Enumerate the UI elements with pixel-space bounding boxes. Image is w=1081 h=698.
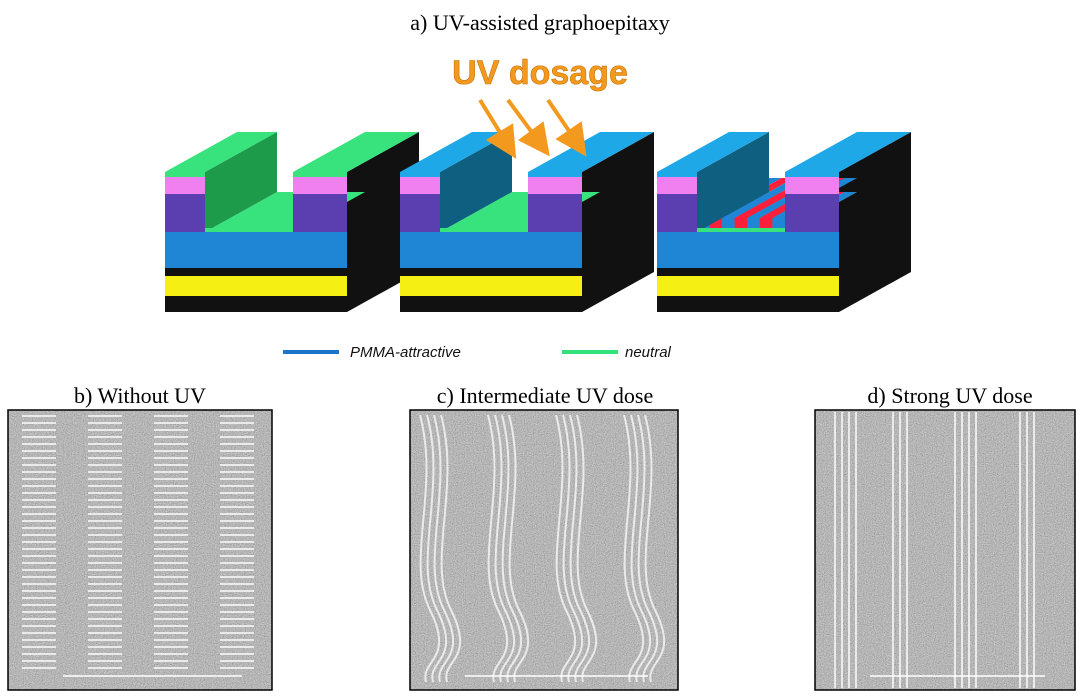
layer <box>657 276 839 296</box>
wall-purple <box>657 194 697 232</box>
wall-pink <box>293 177 347 194</box>
layer <box>165 276 347 296</box>
wall-pink <box>528 177 582 194</box>
panel-label: c) Intermediate UV dose <box>437 383 653 408</box>
layer <box>400 268 582 276</box>
wall-purple <box>165 194 205 232</box>
wall-pink <box>400 177 440 194</box>
layer <box>400 296 582 312</box>
layer <box>165 232 347 268</box>
figure: a) UV-assisted graphoepitaxy UV dosage P… <box>0 0 1081 698</box>
wall-cap <box>293 172 347 177</box>
legend-label: PMMA-attractive <box>350 344 461 361</box>
layer <box>400 232 582 268</box>
wall-cap <box>657 172 697 177</box>
wall-cap <box>165 172 205 177</box>
wall-pink <box>785 177 839 194</box>
layer <box>657 296 839 312</box>
wall-purple <box>293 194 347 232</box>
sem-panels: b) Without UV c) Intermediate UV dose d) S… <box>8 383 1075 690</box>
wall-purple <box>528 194 582 232</box>
layer <box>657 232 839 268</box>
wall-cap <box>528 172 582 177</box>
floor-front <box>205 228 293 232</box>
layer <box>657 268 839 276</box>
layer <box>400 276 582 296</box>
wall-purple <box>400 194 440 232</box>
sem-noise <box>815 410 1075 690</box>
wall-pink <box>657 177 697 194</box>
legend: PMMA-attractive neutral <box>283 344 672 361</box>
floor-front <box>697 228 785 232</box>
wall-cap <box>785 172 839 177</box>
panel-label: b) Without UV <box>74 383 206 408</box>
wall-purple <box>785 194 839 232</box>
layer <box>165 296 347 312</box>
figure-title: a) UV-assisted graphoepitaxy <box>410 10 669 35</box>
legend-label: neutral <box>625 344 672 361</box>
layer <box>165 268 347 276</box>
wall-pink <box>165 177 205 194</box>
schematic <box>165 132 911 312</box>
uv-annotation: UV dosage <box>452 54 628 92</box>
floor-front <box>440 228 528 232</box>
panel-label: d) Strong UV dose <box>867 383 1032 408</box>
wall-cap <box>400 172 440 177</box>
